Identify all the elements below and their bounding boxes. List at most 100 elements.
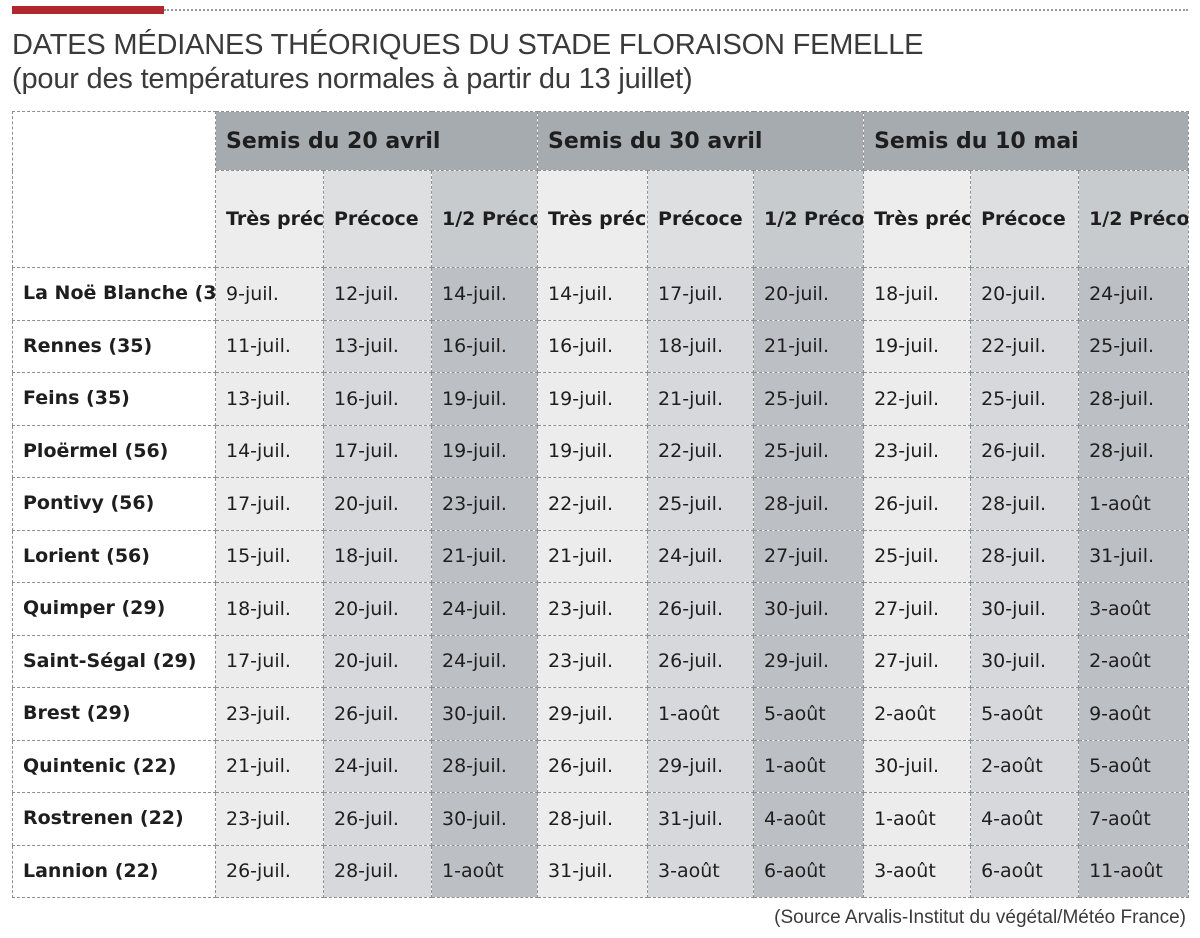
date-cell: 18-juil. — [215, 582, 324, 636]
date-cell: 23-juil. — [863, 424, 972, 478]
date-cell: 12-juil. — [323, 267, 432, 321]
accent-bar — [12, 6, 164, 14]
table-row: Rennes (35) 11-juil. 13-juil. 16-juil. 16-ju… — [12, 319, 1190, 373]
date-cell: 20-juil. — [323, 582, 432, 636]
date-cell: 13-juil. — [323, 319, 432, 373]
date-cell: 17-juil. — [323, 424, 432, 478]
date-cell: 25-juil. — [753, 372, 865, 426]
date-cell: 22-juil. — [537, 477, 649, 531]
date-cell: 27-juil. — [863, 634, 972, 688]
corner-cell — [12, 111, 216, 268]
date-cell: 27-juil. — [863, 582, 972, 636]
date-cell: 1-août — [753, 739, 865, 793]
date-cell: 26-juil. — [323, 687, 432, 741]
date-cell: 28-juil. — [970, 477, 1080, 531]
date-cell: 26-juil. — [970, 424, 1080, 478]
location-label: Pontivy (56) — [12, 477, 216, 531]
date-cell: 26-juil. — [537, 739, 649, 793]
date-cell: 11-juil. — [215, 319, 324, 373]
top-rule — [164, 9, 1188, 11]
date-cell: 21-juil. — [537, 529, 649, 583]
date-cell: 9-août — [1078, 687, 1190, 741]
column-header: Très précoce — [537, 170, 649, 268]
date-cell: 11-août — [1078, 844, 1190, 898]
table-row: Saint-Ségal (29) 17-juil. 20-juil. 24-juil.… — [12, 634, 1190, 688]
date-cell: 24-juil. — [1078, 267, 1190, 321]
date-cell: 1-août — [430, 844, 539, 898]
date-cell: 19-juil. — [430, 424, 539, 478]
date-cell: 22-juil. — [863, 372, 972, 426]
date-cell: 5-août — [1078, 739, 1190, 793]
date-cell: 23-juil. — [215, 792, 324, 846]
date-cell: 21-juil. — [753, 319, 865, 373]
table-row: Quintenic (22) 21-juil. 24-juil. 28-juil. 26… — [12, 739, 1190, 793]
date-cell: 24-juil. — [647, 529, 755, 583]
column-header: Très précoce — [863, 170, 972, 268]
date-cell: 20-juil. — [323, 477, 432, 531]
date-cell: 30-juil. — [970, 634, 1080, 688]
date-cell: 21-juil. — [215, 739, 324, 793]
date-cell: 5-août — [753, 687, 865, 741]
date-cell: 21-juil. — [430, 529, 539, 583]
date-cell: 26-juil. — [863, 477, 972, 531]
date-cell: 31-juil. — [647, 792, 755, 846]
date-cell: 30-juil. — [753, 582, 865, 636]
date-cell: 30-juil. — [430, 687, 539, 741]
location-label: Rostrenen (22) — [12, 792, 216, 846]
date-cell: 24-juil. — [430, 582, 539, 636]
date-cell: 25-juil. — [970, 372, 1080, 426]
table-row: Feins (35) 13-juil. 16-juil. 19-juil. 19-jui… — [12, 372, 1190, 426]
date-cell: 3-août — [647, 844, 755, 898]
date-cell: 6-août — [753, 844, 865, 898]
date-cell: 17-juil. — [215, 477, 324, 531]
date-cell: 26-juil. — [215, 844, 324, 898]
date-cell: 23-juil. — [215, 687, 324, 741]
date-cell: 3-août — [863, 844, 972, 898]
date-cell: 26-juil. — [323, 792, 432, 846]
date-cell: 20-juil. — [753, 267, 865, 321]
group-header: Semis du 10 mai — [863, 111, 1190, 171]
date-cell: 5-août — [970, 687, 1080, 741]
column-header: 1/2 Précoce C1 — [753, 170, 865, 268]
date-cell: 19-juil. — [430, 372, 539, 426]
location-label: Brest (29) — [12, 687, 216, 741]
data-table: Semis du 20 avril Semis du 30 avril Semis … — [12, 111, 1190, 898]
column-header: Précoce — [647, 170, 755, 268]
date-cell: 18-juil. — [323, 529, 432, 583]
table-row: La Noë Blanche (35)9-juil.12-juil.14-jui… — [12, 267, 1190, 321]
date-cell: 14-juil. — [430, 267, 539, 321]
date-cell: 28-juil. — [537, 792, 649, 846]
date-cell: 17-juil. — [647, 267, 755, 321]
column-header: Précoce — [970, 170, 1080, 268]
date-cell: 24-juil. — [430, 634, 539, 688]
chart-title: DATES MÉDIANES THÉORIQUES DU STADE FLORA… — [12, 28, 1188, 96]
table-row: Quimper (29) 18-juil. 20-juil. 24-juil. 23-j… — [12, 582, 1190, 636]
date-cell: 29-juil. — [753, 634, 865, 688]
date-cell: 20-juil. — [323, 634, 432, 688]
date-cell: 25-juil. — [753, 424, 865, 478]
date-cell: 28-juil. — [753, 477, 865, 531]
date-cell: 29-juil. — [537, 687, 649, 741]
table-row: Lannion (22) 26-juil. 28-juil. 1-août 31-jui… — [12, 844, 1190, 898]
date-cell: 18-juil. — [647, 319, 755, 373]
location-label: Quimper (29) — [12, 582, 216, 636]
date-cell: 1-août — [1078, 477, 1190, 531]
date-cell: 22-juil. — [647, 424, 755, 478]
column-header: Très précoce — [215, 170, 324, 268]
date-cell: 27-juil. — [753, 529, 865, 583]
table-row: Ploërmel (56) 14-juil. 17-juil. 19-juil. 19-… — [12, 424, 1190, 478]
date-cell: 31-juil. — [1078, 529, 1190, 583]
date-cell: 19-juil. — [537, 424, 649, 478]
date-cell: 3-août — [1078, 582, 1190, 636]
location-label: Lorient (56) — [12, 529, 216, 583]
group-header-row: Semis du 20 avril Semis du 30 avril Semis … — [12, 111, 1190, 268]
date-cell: 26-juil. — [647, 582, 755, 636]
date-cell: 16-juil. — [323, 372, 432, 426]
date-cell: 23-juil. — [537, 582, 649, 636]
date-cell: 26-juil. — [647, 634, 755, 688]
date-cell: 20-juil. — [970, 267, 1080, 321]
date-cell: 25-juil. — [1078, 319, 1190, 373]
location-label: Quintenic (22) — [12, 739, 216, 793]
date-cell: 30-juil. — [970, 582, 1080, 636]
location-label: Rennes (35) — [12, 319, 216, 373]
